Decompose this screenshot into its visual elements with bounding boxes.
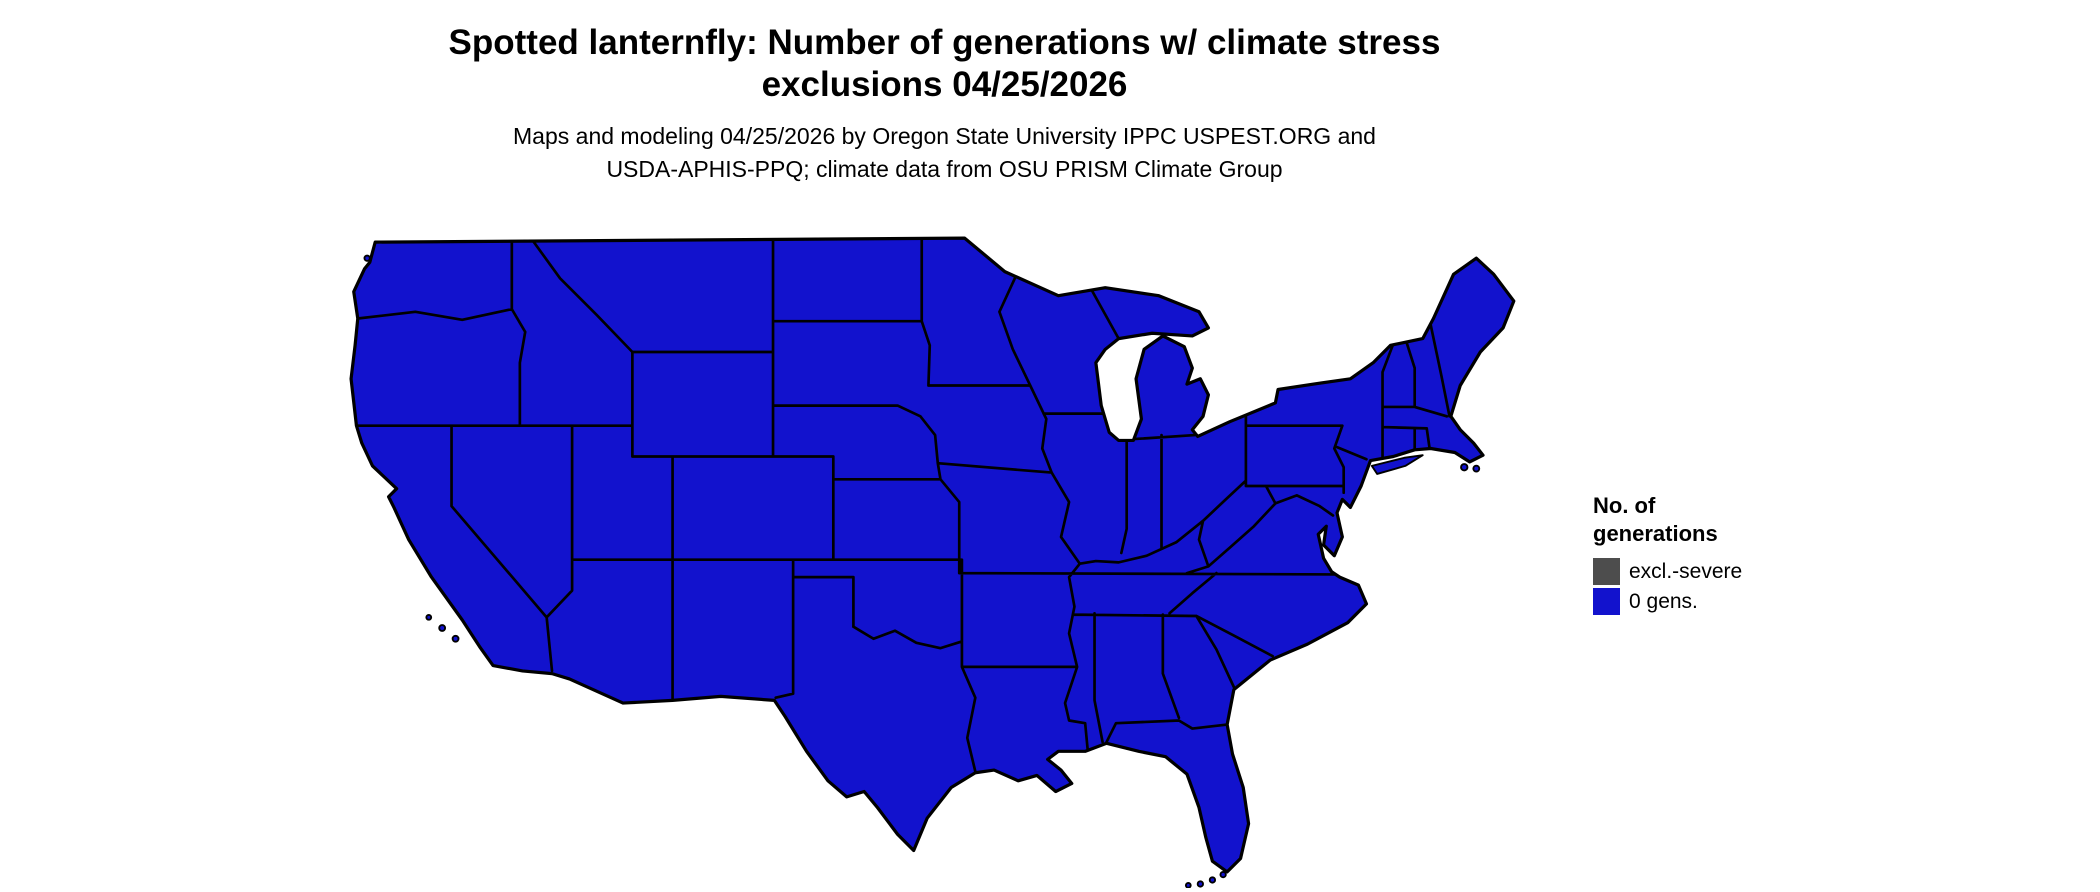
legend-swatch-0-gens	[1593, 588, 1620, 615]
legend-item-0-gens: 0 gens.	[1593, 588, 1833, 615]
island-dot	[1460, 463, 1469, 472]
subtitle-line-1: Maps and modeling 04/25/2026 by Oregon S…	[513, 123, 1376, 149]
us-map-svg	[349, 236, 1516, 888]
header-block: Spotted lanternfly: Number of generation…	[335, 22, 1554, 186]
us-outline	[349, 236, 1516, 874]
island-dot	[1184, 881, 1192, 888]
subtitle-line-2: USDA-APHIS-PPQ; climate data from OSU PR…	[606, 156, 1283, 182]
legend-item-excl-severe: excl.-severe	[1593, 558, 1833, 585]
island-dot	[363, 254, 371, 262]
island-dot	[451, 634, 460, 643]
legend-label-0-gens: 0 gens.	[1629, 590, 1698, 613]
state-borders	[355, 238, 1451, 773]
island-dot	[1219, 870, 1227, 879]
island-dot	[1208, 876, 1217, 884]
legend-title: No. of generations	[1593, 492, 1833, 548]
islands-group	[363, 254, 1481, 888]
title-line-1: Spotted lanternfly: Number of generation…	[448, 23, 1441, 62]
legend: No. of generations excl.-severe 0 gens.	[1593, 492, 1833, 618]
island-dot	[425, 613, 433, 621]
legend-title-line-2: generations	[1593, 521, 1718, 546]
long-island	[1370, 454, 1424, 475]
legend-title-line-1: No. of	[1593, 493, 1656, 518]
page-title: Spotted lanternfly: Number of generation…	[335, 22, 1554, 106]
island-dot	[1472, 464, 1481, 473]
legend-swatch-excl-severe	[1593, 558, 1620, 585]
page-subtitle: Maps and modeling 04/25/2026 by Oregon S…	[335, 120, 1554, 186]
legend-label-excl-severe: excl.-severe	[1629, 560, 1743, 583]
island-dot	[1196, 880, 1204, 888]
title-line-2: exclusions 04/25/2026	[761, 65, 1128, 104]
us-map	[335, 218, 1554, 888]
island-dot	[438, 624, 447, 632]
